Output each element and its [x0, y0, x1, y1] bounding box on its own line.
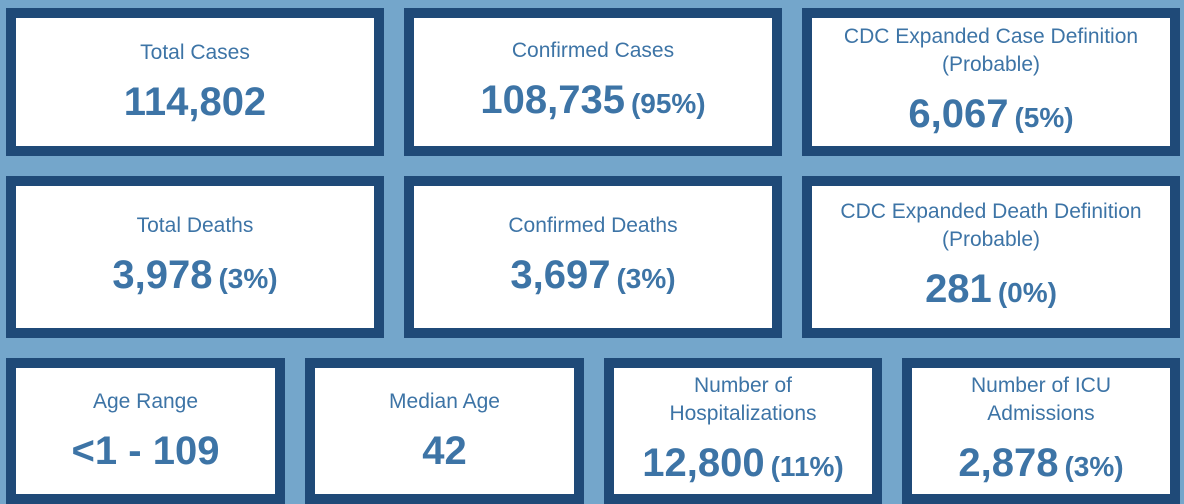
label-line: Age Range — [92, 390, 199, 413]
kpi-card: Total Deaths 3,978 (3%) — [6, 176, 384, 338]
kpi-value-row: 12,800 (11%) — [642, 440, 844, 490]
label-line: Total Cases — [140, 41, 250, 64]
kpi-label: Confirmed Deaths — [508, 212, 677, 240]
kpi-label: Total Deaths — [137, 212, 254, 240]
label-line: CDC Expanded Case Definition — [843, 25, 1139, 48]
kpi-label: CDC Expanded Death Definition (Probable) — [840, 198, 1141, 254]
kpi-value: 12,800 — [642, 441, 765, 485]
label-line: (Probable) — [941, 228, 1041, 251]
label-line: Number of — [693, 374, 793, 397]
kpi-percent: (3%) — [1064, 451, 1124, 482]
kpi-label: Number of Hospitalizations — [669, 372, 816, 428]
label-line: Number of ICU — [970, 374, 1112, 397]
kpi-value-row: 281 (0%) — [925, 266, 1057, 316]
kpi-value-row: 6,067 (5%) — [908, 91, 1073, 141]
kpi-value-row: 2,878 (3%) — [958, 440, 1123, 490]
kpi-card: Confirmed Cases 108,735 (95%) — [404, 8, 782, 156]
kpi-card: CDC Expanded Case Definition (Probable) 6,… — [802, 8, 1180, 156]
kpi-value-row: 42 — [422, 428, 467, 474]
kpi-value: 3,697 — [510, 253, 611, 297]
kpi-value-row: 3,697 (3%) — [510, 252, 675, 302]
kpi-value: 42 — [422, 429, 467, 473]
kpi-value: 2,878 — [958, 441, 1059, 485]
kpi-value: 3,978 — [112, 253, 213, 297]
kpi-card: Total Cases 114,802 — [6, 8, 384, 156]
kpi-value: <1 - 109 — [71, 429, 220, 473]
kpi-percent: (3%) — [218, 263, 278, 294]
kpi-percent: (5%) — [1014, 102, 1074, 133]
label-line: Median Age — [389, 390, 500, 413]
label-line: (Probable) — [941, 53, 1041, 76]
kpi-card: Confirmed Deaths 3,697 (3%) — [404, 176, 782, 338]
label-line: Confirmed Deaths — [508, 214, 678, 237]
label-line: Admissions — [987, 402, 1095, 425]
kpi-value: 114,802 — [123, 80, 267, 124]
kpi-card: Age Range <1 - 109 — [6, 358, 285, 504]
kpi-value: 108,735 — [480, 78, 625, 122]
kpi-label: Total Cases — [140, 39, 250, 67]
kpi-label: Number of ICU Admissions — [971, 372, 1111, 428]
kpi-percent: (11%) — [770, 451, 844, 482]
kpi-value-row: 108,735 (95%) — [480, 77, 705, 127]
label-line: Confirmed Cases — [511, 39, 675, 62]
label-line: CDC Expanded Death Definition — [840, 200, 1142, 223]
kpi-card: Number of Hospitalizations 12,800 (11%) — [604, 358, 882, 504]
kpi-percent: (95%) — [630, 88, 706, 119]
kpi-value: 281 — [925, 267, 992, 311]
label-line: Total Deaths — [136, 214, 254, 237]
kpi-percent: (3%) — [616, 263, 676, 294]
kpi-value-row: 114,802 — [124, 79, 266, 125]
kpi-card: Number of ICU Admissions 2,878 (3%) — [902, 358, 1180, 504]
kpi-percent: (0%) — [997, 277, 1057, 308]
label-line: Hospitalizations — [669, 402, 817, 425]
kpi-value-row: <1 - 109 — [72, 428, 220, 474]
kpi-label: Median Age — [389, 388, 500, 416]
kpi-card: CDC Expanded Death Definition (Probable) 2… — [802, 176, 1180, 338]
kpi-card: Median Age 42 — [305, 358, 584, 504]
kpi-label: Confirmed Cases — [512, 37, 674, 65]
kpi-label: Age Range — [93, 388, 198, 416]
kpi-value: 6,067 — [908, 92, 1009, 136]
kpi-label: CDC Expanded Case Definition (Probable) — [844, 23, 1138, 79]
kpi-value-row: 3,978 (3%) — [112, 252, 277, 302]
